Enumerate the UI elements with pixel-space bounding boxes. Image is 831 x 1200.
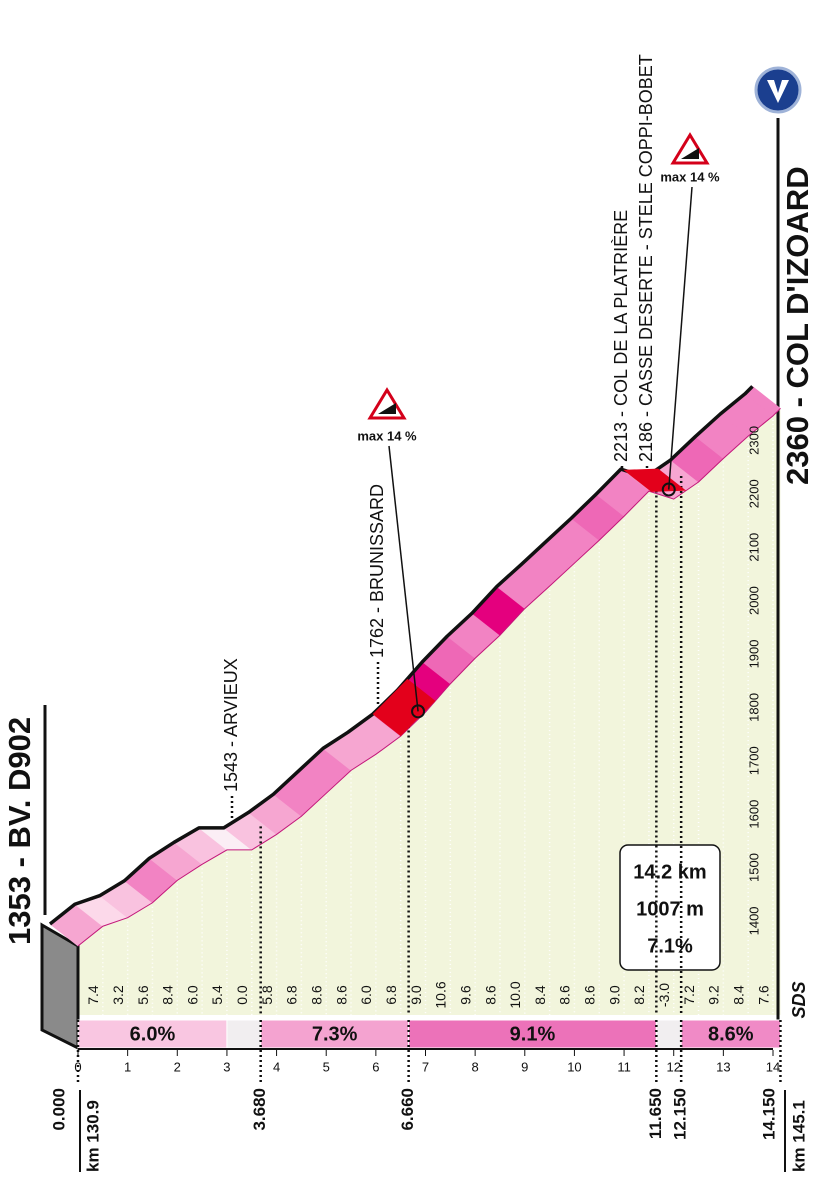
max-gradient-label: max 14 % (357, 428, 417, 443)
max-gradient-icon-slope (378, 403, 396, 414)
x-tick-label: 4 (273, 1059, 280, 1074)
gradient-label: 8.6 (482, 985, 498, 1005)
waypoint-label: 1762 - BRUNISSARD (367, 484, 387, 658)
x-tick-label: 8 (472, 1059, 479, 1074)
y-tick-label: 2300 (746, 426, 761, 455)
km-start: km 130.9 (83, 1100, 102, 1172)
max-gradient-leader (668, 186, 693, 490)
sector-label: 7.3% (312, 1023, 358, 1045)
gradient-label: 6.8 (284, 985, 300, 1005)
gradient-label: 7.2 (681, 985, 697, 1005)
gradient-label: 8.4 (532, 985, 548, 1005)
sector-bound-label: 11.650 (646, 1088, 665, 1139)
sector-bound-label: 3.680 (250, 1088, 269, 1131)
y-tick-label: 1400 (746, 906, 761, 935)
x-tick-label: 2 (174, 1059, 181, 1074)
gradient-label: 8.4 (160, 985, 176, 1005)
x-tick-label: 12 (666, 1059, 680, 1074)
sector-bar (226, 1019, 262, 1049)
gradient-label: 8.6 (557, 985, 573, 1005)
chart-title: 2360 - COL D'IZOARD (780, 166, 815, 485)
gradient-label: 3.2 (110, 985, 126, 1005)
summary-length: 14.2 km (633, 861, 706, 883)
sector-bound-label: 0.000 (49, 1088, 68, 1131)
summary-gradient: 7.1% (647, 935, 693, 957)
gradient-label: 6.8 (383, 985, 399, 1005)
waypoint-label: 1543 - ARVIEUX (221, 658, 241, 792)
max-gradient-point (411, 704, 426, 719)
sector-label: 8.6% (708, 1023, 754, 1045)
sector-bar (77, 1019, 228, 1049)
x-tick-label: 9 (521, 1059, 528, 1074)
x-tick-label: 13 (716, 1059, 730, 1074)
sector-label: 6.0% (130, 1023, 176, 1045)
gradient-label: 7.4 (85, 985, 101, 1005)
gradient-label: 10.6 (433, 981, 449, 1008)
waypoint-label: 2213 - COL DE LA PLATRIÈRE (611, 210, 631, 462)
gradient-label: 9.0 (408, 985, 424, 1005)
sector-bar (655, 1019, 682, 1049)
finish-icon-glyph (774, 80, 782, 93)
y-tick-label: 2100 (746, 533, 761, 562)
max-gradient-point (661, 482, 676, 497)
sector-bar (260, 1019, 410, 1049)
max-gradient-label: max 14 % (660, 169, 720, 184)
profile-edge (77, 408, 781, 947)
max-gradient-zone (623, 468, 687, 492)
x-tick-label: 10 (567, 1059, 581, 1074)
x-tick-label: 5 (323, 1059, 330, 1074)
sector-bound-label: 14.150 (759, 1088, 778, 1140)
y-tick-label: 1700 (746, 746, 761, 775)
logo: SDS (789, 981, 809, 1018)
sector-bar (680, 1019, 781, 1049)
summary-box (619, 844, 721, 971)
y-tick-label: 2000 (746, 586, 761, 615)
gradient-label: 8.6 (333, 985, 349, 1005)
gradient-label: 6.0 (358, 985, 374, 1005)
max-gradient-icon-slope (681, 148, 699, 159)
y-tick-label: 1500 (746, 853, 761, 882)
gradient-label: 5.4 (209, 985, 225, 1005)
gradient-label: 5.6 (135, 985, 151, 1005)
gradient-label: 10.0 (507, 981, 523, 1008)
y-tick-label: 2200 (746, 479, 761, 508)
y-tick-label: 1600 (746, 800, 761, 829)
summary-gain: 1007 m (636, 898, 704, 920)
start-block (40, 922, 80, 1051)
gradient-label: 9.0 (606, 985, 622, 1005)
start-label: 1353 - BV. D902 (2, 717, 37, 945)
x-tick-label: 11 (617, 1059, 631, 1074)
waypoint-label: 2186 - CASSE DESERTE - STELE COPPI-BOBET (636, 54, 656, 462)
gradient-label: 0.0 (234, 985, 250, 1005)
x-tick-label: 14 (766, 1059, 780, 1074)
gradient-label: 8.4 (730, 985, 746, 1005)
gradient-label: 8.2 (631, 985, 647, 1005)
y-tick-label: 1900 (746, 639, 761, 668)
max-gradient-zone (372, 678, 436, 737)
gradient-label: -3.0 (656, 983, 672, 1007)
gradient-label: 7.6 (755, 985, 771, 1005)
x-tick-label: 1 (124, 1059, 131, 1074)
sector-bound-label: 6.660 (398, 1088, 417, 1131)
x-tick-label: 3 (223, 1059, 230, 1074)
x-tick-label: 6 (372, 1059, 379, 1074)
sector-bound-label: 12.150 (671, 1088, 690, 1140)
y-tick-label: 1800 (746, 693, 761, 722)
profile-area (78, 408, 781, 1015)
gradient-label: 8.6 (582, 985, 598, 1005)
max-gradient-leader (388, 445, 419, 712)
gradient-label: 8.6 (309, 985, 325, 1005)
gradient-label: 9.2 (706, 985, 722, 1005)
gradient-label: 5.8 (259, 985, 275, 1005)
x-tick-label: 7 (422, 1059, 429, 1074)
sector-label: 9.1% (510, 1023, 556, 1045)
gradient-label: 6.0 (184, 985, 200, 1005)
km-end: km 145.1 (789, 1100, 808, 1172)
gradient-label: 9.6 (457, 985, 473, 1005)
